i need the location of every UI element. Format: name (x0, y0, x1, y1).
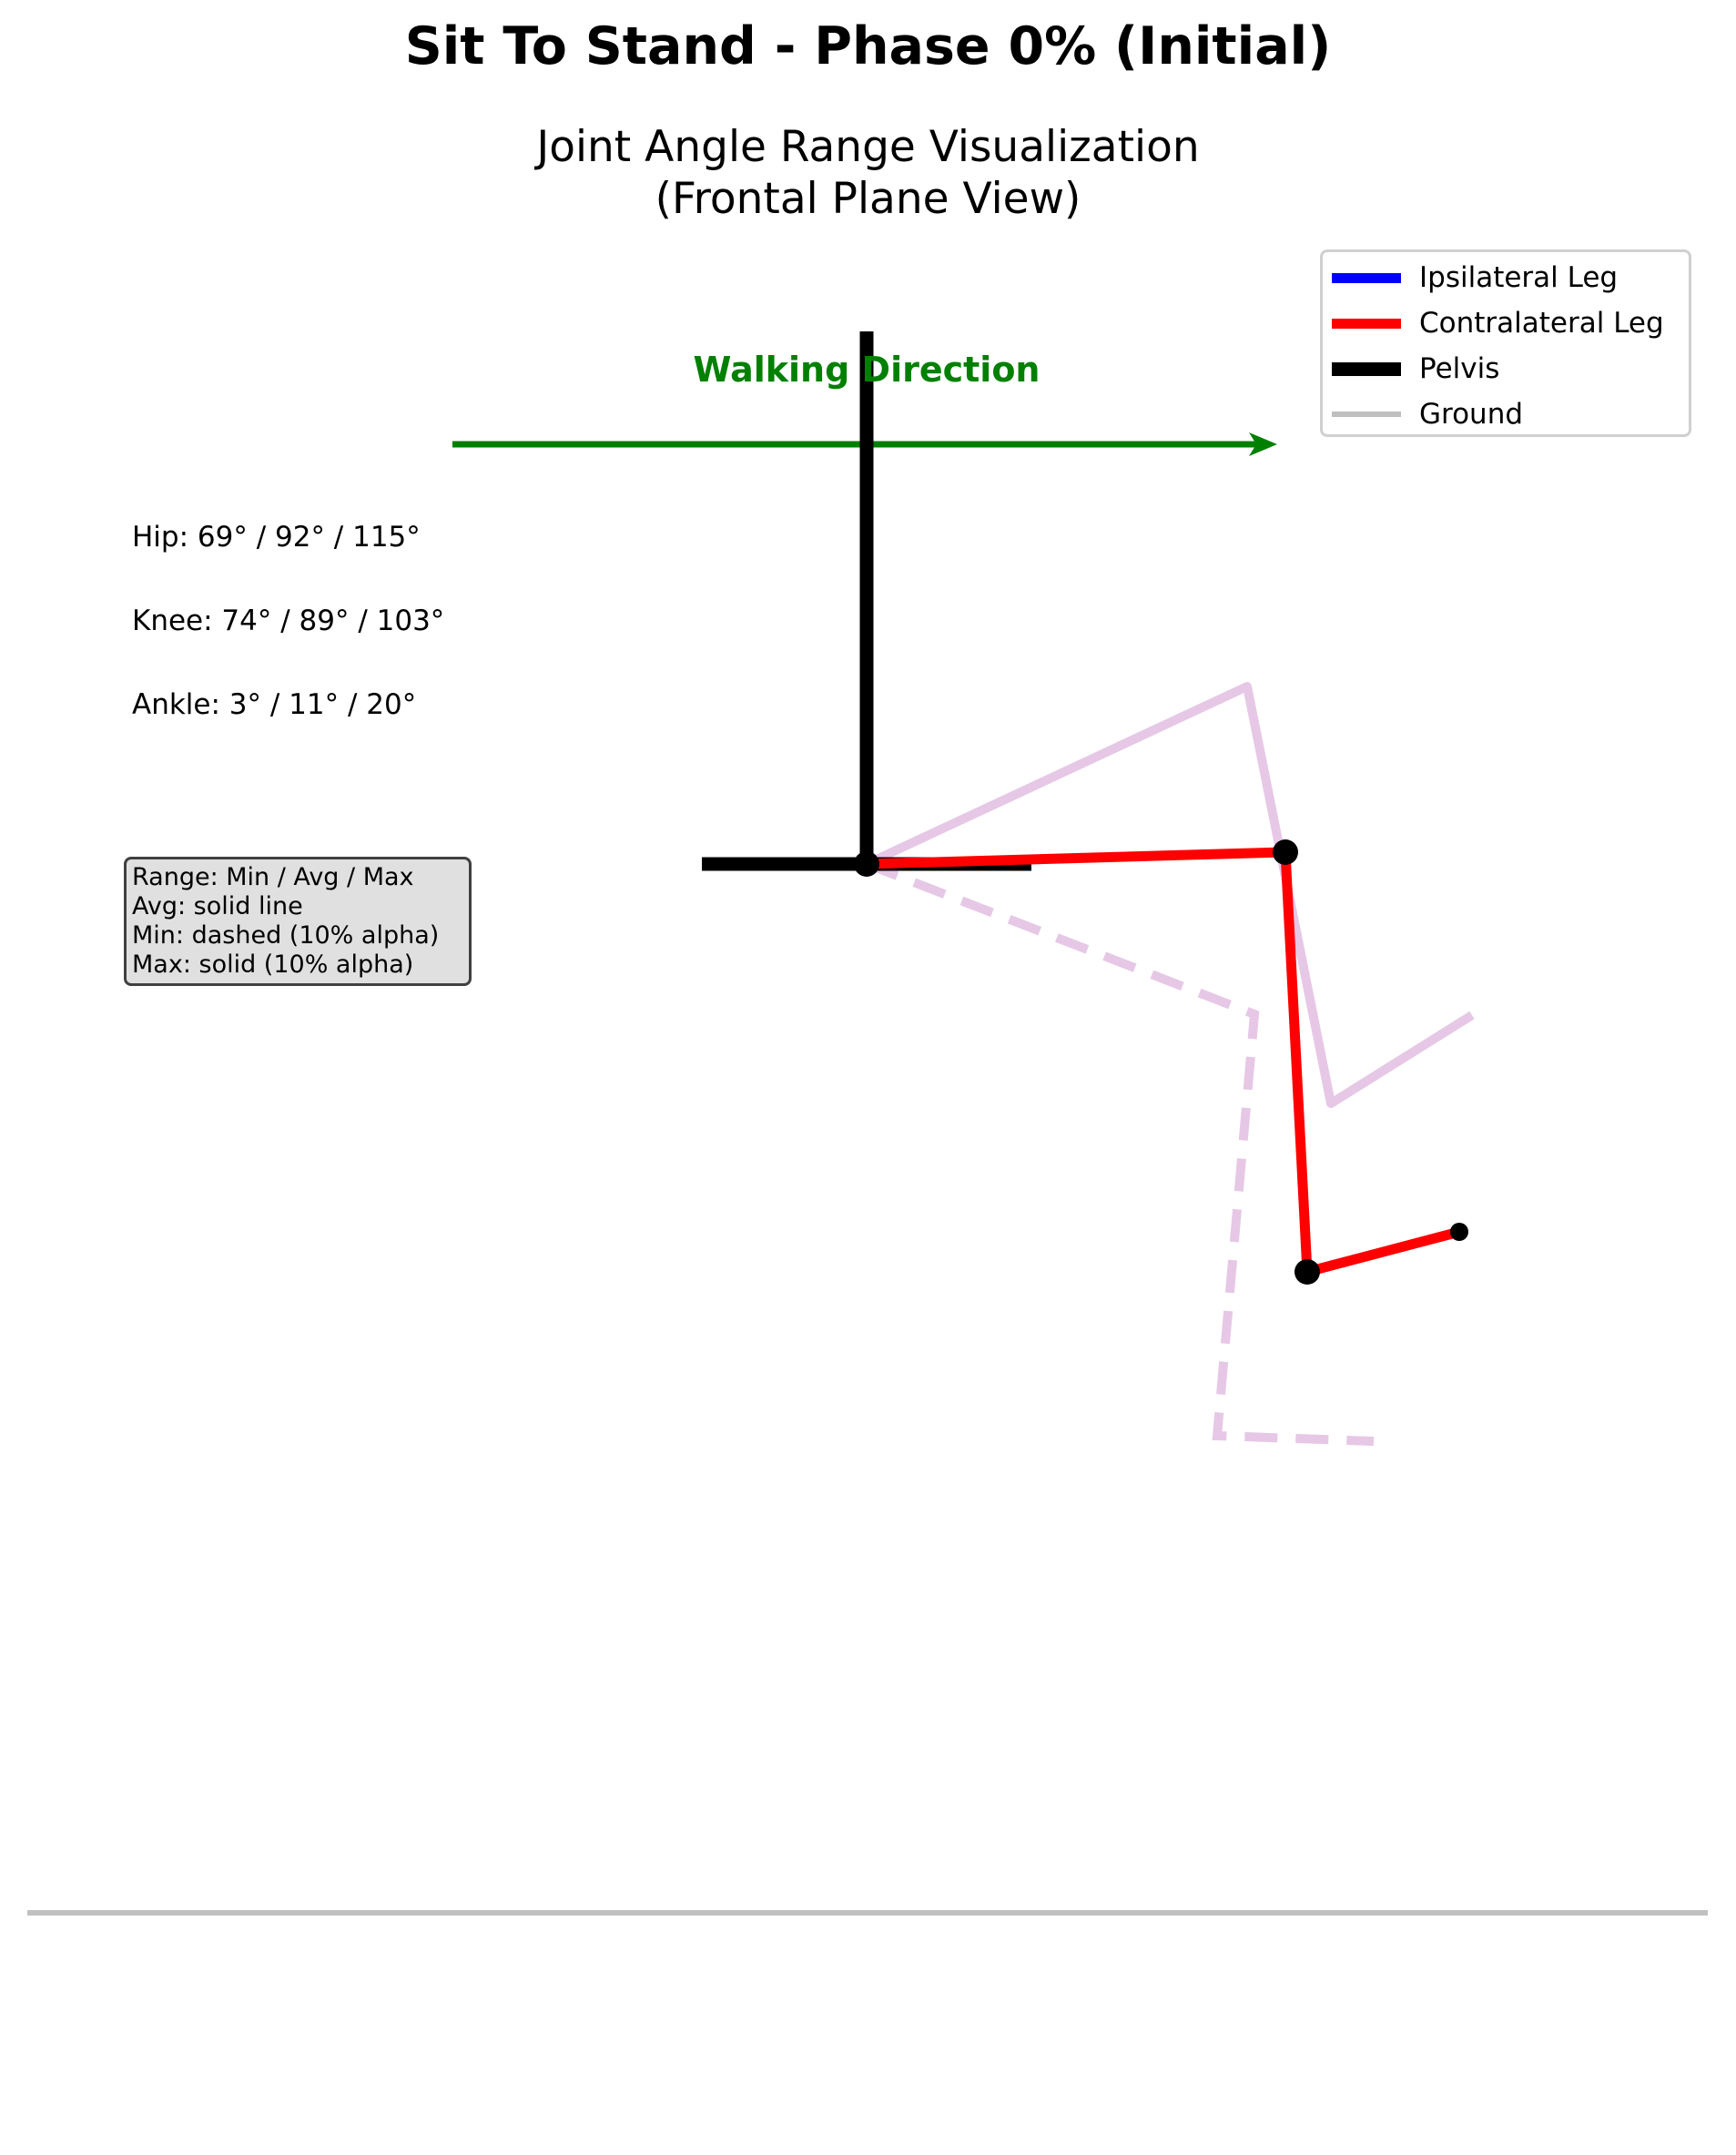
legend-swatch-ipsilateral (1332, 272, 1401, 283)
info-line-avg: Avg: solid line (132, 892, 303, 920)
info-line-max: Max: solid (10% alpha) (132, 950, 414, 979)
hip-joint (854, 851, 879, 877)
chart-subtitle: Joint Angle Range Visualization (Frontal… (0, 121, 1736, 225)
walking-direction-arrow (452, 432, 1277, 456)
legend-swatch-ground (1332, 412, 1401, 417)
range-info-box: Range: Min / Avg / Max Avg: solid line M… (124, 857, 472, 986)
legend-item-pelvis: Pelvis (1332, 351, 1499, 387)
toe-joint (1450, 1223, 1468, 1241)
knee-joint (1273, 839, 1298, 865)
contralateral-leg (866, 847, 1461, 1277)
legend-label: Pelvis (1419, 352, 1500, 385)
legend-label: Ipsilateral Leg (1419, 261, 1619, 294)
ankle-angle-text: Ankle: 3° / 11° / 20° (132, 688, 417, 721)
subtitle-line-1: Joint Angle Range Visualization (536, 122, 1200, 172)
legend-label: Ground (1419, 398, 1524, 431)
info-line-min: Min: dashed (10% alpha) (132, 921, 440, 950)
legend: Ipsilateral Leg Contralateral Leg Pelvis… (1320, 249, 1691, 437)
legend-item-ground: Ground (1332, 396, 1523, 432)
knee-angle-text: Knee: 74° / 89° / 103° (132, 605, 445, 637)
legend-swatch-contralateral (1332, 318, 1401, 329)
min-range-pose (865, 859, 1375, 1446)
legend-item-contralateral: Contralateral Leg (1332, 305, 1664, 341)
legend-label: Contralateral Leg (1419, 307, 1664, 340)
walking-direction-label: Walking Direction (693, 350, 1041, 390)
chart-title: Sit To Stand - Phase 0% (Initial) (404, 16, 1332, 76)
info-line-range: Range: Min / Avg / Max (132, 863, 414, 891)
max-range-pose (864, 682, 1475, 1108)
subtitle-line-2: (Frontal Plane View) (655, 174, 1081, 224)
hip-angle-text: Hip: 69° / 92° / 115° (132, 521, 421, 554)
ankle-joint (1294, 1259, 1320, 1285)
legend-swatch-pelvis (1332, 361, 1401, 376)
legend-item-ipsilateral: Ipsilateral Leg (1332, 259, 1618, 296)
